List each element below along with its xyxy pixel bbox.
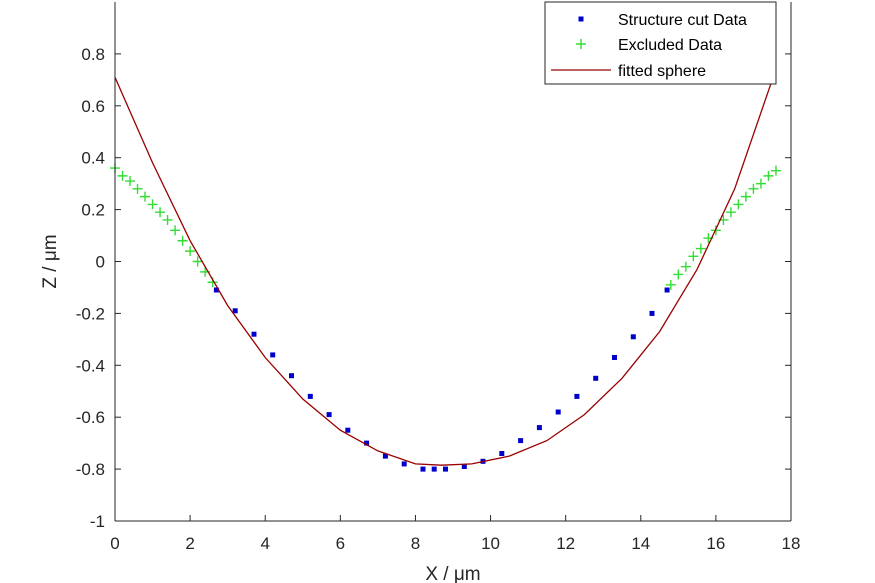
data-point	[664, 287, 670, 293]
excluded-point	[740, 191, 751, 202]
data-point	[461, 464, 467, 469]
data-point	[251, 331, 257, 337]
y-tick-label: -0.6	[76, 408, 105, 427]
excluded-point	[192, 256, 203, 267]
y-tick-label: -0.8	[76, 460, 105, 479]
data-point	[345, 427, 351, 433]
plot-area	[115, 2, 791, 521]
data-point	[382, 453, 388, 459]
data-point	[213, 287, 219, 293]
data-point	[443, 466, 448, 472]
data-point	[630, 334, 636, 340]
legend-plus-swatch	[576, 39, 586, 49]
excluded-point	[763, 170, 774, 181]
legend-entry-label: Structure cut Data	[618, 12, 747, 29]
legend-entry-label: Excluded Data	[618, 37, 722, 54]
excluded-point	[755, 178, 766, 189]
data-point	[289, 373, 294, 379]
data-point	[499, 451, 505, 456]
x-tick-label: 14	[631, 534, 650, 553]
y-tick-label: -0.4	[76, 356, 105, 375]
data-point	[649, 310, 655, 316]
data-point	[364, 440, 370, 446]
plot-area-fill	[115, 2, 791, 521]
series-structure-cut-data	[213, 287, 670, 472]
excluded-point	[177, 235, 188, 246]
y-tick-label: 0.6	[81, 97, 105, 116]
x-tick-label: 0	[110, 534, 119, 553]
y-axis-label: Z / μm	[40, 234, 61, 288]
excluded-point	[770, 165, 781, 176]
series-layer	[110, 77, 781, 472]
axes: 0 2 4 6 8 10 12 14 16 18 -1 -0.8 -0.6 -0.4 -0.2 0 0.2 0.4…	[40, 2, 800, 583]
excluded-point	[170, 225, 181, 236]
x-axis-label: X / μm	[425, 564, 480, 583]
y-tick-label: 0	[96, 253, 105, 272]
excluded-point	[125, 176, 136, 187]
fitted-sphere-line	[114, 77, 773, 466]
excluded-point	[748, 183, 759, 194]
excluded-point	[680, 261, 691, 272]
excluded-point	[132, 183, 143, 194]
legend: Structure cut Data Excluded Data fitted sp…	[544, 1, 777, 85]
excluded-point	[725, 207, 736, 218]
excluded-point	[688, 251, 699, 262]
data-point	[574, 393, 580, 399]
excluded-point	[140, 191, 151, 202]
legend-entry-label: fitted sphere	[618, 63, 706, 80]
excluded-point	[155, 207, 166, 218]
excluded-point	[673, 269, 684, 280]
x-tick-label: 18	[782, 534, 801, 553]
data-point	[326, 412, 332, 418]
excluded-point	[162, 214, 173, 225]
x-tick-label: 6	[336, 534, 345, 553]
x-tick-label: 4	[260, 534, 269, 553]
x-tick-label: 12	[556, 534, 575, 553]
data-point	[593, 375, 599, 381]
series-fitted-sphere	[114, 77, 773, 466]
data-point	[401, 461, 407, 467]
data-point	[307, 393, 313, 399]
excluded-point	[147, 199, 158, 210]
data-point	[536, 425, 542, 431]
y-tick-label: 0.2	[81, 201, 105, 220]
excluded-point	[665, 279, 676, 290]
data-point	[270, 352, 276, 358]
data-point	[420, 466, 426, 472]
legend-square-swatch	[578, 16, 584, 22]
data-point	[612, 355, 617, 360]
y-tick-label: 0.8	[81, 45, 105, 64]
excluded-point	[185, 246, 196, 257]
y-tick-label: 0.4	[81, 149, 105, 168]
x-tick-label: 2	[185, 534, 194, 553]
y-tick-label: -0.2	[76, 304, 105, 323]
excluded-point	[117, 170, 128, 181]
excluded-point	[695, 243, 706, 254]
data-point	[555, 409, 561, 415]
excluded-point	[733, 199, 744, 210]
x-tick-label: 8	[411, 534, 420, 553]
data-point	[518, 438, 524, 444]
x-tick-label: 16	[706, 534, 725, 553]
x-tick-label: 10	[481, 534, 500, 553]
data-point	[232, 308, 238, 314]
y-tick-label: -1	[90, 512, 105, 531]
data-point	[431, 466, 437, 472]
